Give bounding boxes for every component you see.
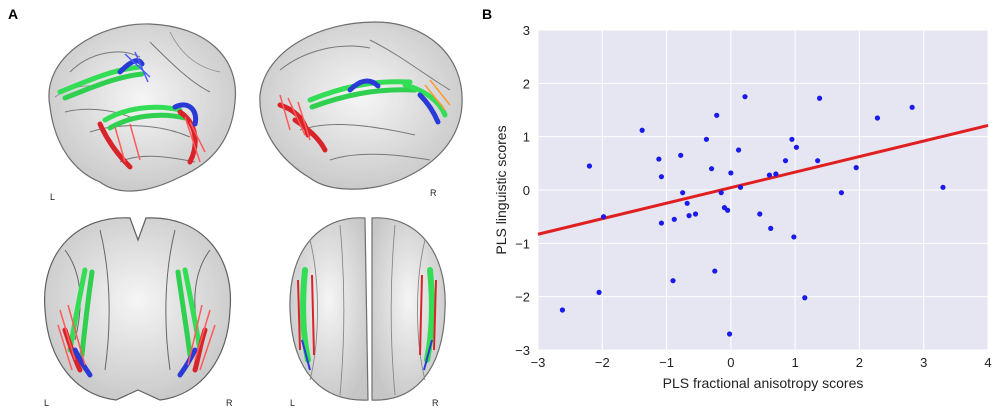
data-point	[737, 184, 744, 190]
data-point	[686, 213, 692, 219]
data-point	[838, 190, 845, 196]
x-tick-label: 3	[920, 355, 927, 370]
data-point	[802, 295, 808, 301]
data-point	[708, 166, 715, 172]
y-tick-label: 2	[523, 76, 530, 91]
view-3-left-label: L	[44, 398, 50, 408]
data-point	[874, 115, 881, 121]
brain-image-coronal	[44, 217, 232, 401]
x-tick-labels: −3 −2 −1 0 1 2 3 4	[531, 355, 992, 370]
data-point	[735, 147, 742, 153]
data-point	[793, 144, 800, 150]
brain-image-lateral-right	[259, 21, 463, 190]
y-tick-label: −1	[515, 236, 530, 251]
data-point	[726, 331, 733, 337]
data-point	[940, 184, 946, 190]
y-tick-label: 3	[523, 23, 530, 38]
data-point	[789, 136, 795, 142]
data-point	[773, 171, 779, 177]
x-tick-label: 1	[792, 355, 799, 370]
y-tick-labels: 3 2 1 0 −1 −2 −3	[515, 23, 530, 358]
panel-a: A	[0, 0, 478, 415]
x-tick-label: 4	[984, 355, 991, 370]
view-2-right-label: R	[430, 188, 437, 198]
data-point	[656, 156, 662, 162]
data-point	[658, 220, 665, 226]
brain-view-lateral-right: R	[250, 10, 475, 205]
x-tick-label: −2	[595, 355, 610, 370]
data-point	[600, 214, 607, 220]
y-tick-label: 1	[523, 130, 530, 145]
panel-b: B −3 −2 −1 0 1 2 3 4 3 2 1 0 −1 −2 −3 PLS fractional …	[478, 0, 1000, 415]
view-3-right-label: R	[226, 398, 233, 408]
brain-view-coronal: L R	[30, 210, 245, 410]
view-1-left-label: L	[50, 192, 56, 202]
view-4-left-label: L	[290, 398, 296, 408]
x-tick-label: 2	[856, 355, 863, 370]
data-point	[684, 200, 690, 206]
panel-a-label: A	[8, 6, 19, 22]
data-point	[766, 172, 773, 178]
data-point	[692, 211, 699, 217]
data-point	[596, 289, 602, 295]
data-point	[853, 165, 859, 171]
data-point	[586, 163, 593, 169]
x-tick-label: 0	[727, 355, 734, 370]
data-point	[728, 170, 734, 176]
y-tick-label: −3	[515, 343, 530, 358]
data-point	[782, 158, 789, 164]
brain-view-axial: L R	[280, 210, 455, 410]
view-4-right-label: R	[432, 398, 439, 408]
data-point	[815, 158, 821, 164]
data-point	[678, 152, 684, 158]
data-point	[680, 190, 686, 196]
scatter-plot: −3 −2 −1 0 1 2 3 4 3 2 1 0 −1 −2 −3 PLS fractional an…	[493, 23, 992, 391]
y-axis-label: PLS linguistic scores	[493, 125, 509, 254]
data-point	[816, 95, 823, 101]
x-tick-label: −1	[659, 355, 674, 370]
data-point	[703, 136, 710, 142]
data-point	[725, 207, 731, 213]
y-tick-label: 0	[523, 183, 530, 198]
data-point	[658, 174, 665, 180]
data-point	[757, 211, 763, 217]
grid-lines	[537, 29, 989, 351]
data-point	[639, 127, 645, 133]
data-point	[671, 216, 677, 222]
brain-view-lateral-left: L	[30, 12, 245, 207]
x-tick-label: −3	[531, 355, 546, 370]
data-point	[714, 112, 720, 118]
panel-b-label: B	[482, 6, 493, 22]
brain-image-lateral-left	[48, 23, 237, 192]
regression-line	[537, 124, 989, 236]
y-tick-label: −2	[515, 290, 530, 305]
data-point	[742, 94, 748, 100]
data-point	[768, 225, 774, 231]
x-axis-label: PLS fractional anisotropy scores	[663, 375, 864, 391]
data-point	[670, 278, 676, 284]
data-point	[909, 104, 915, 110]
data-points	[559, 94, 946, 337]
brain-image-axial	[289, 217, 446, 401]
data-point	[718, 190, 724, 196]
data-point	[791, 234, 797, 240]
data-point	[559, 307, 566, 313]
data-point	[712, 268, 718, 274]
